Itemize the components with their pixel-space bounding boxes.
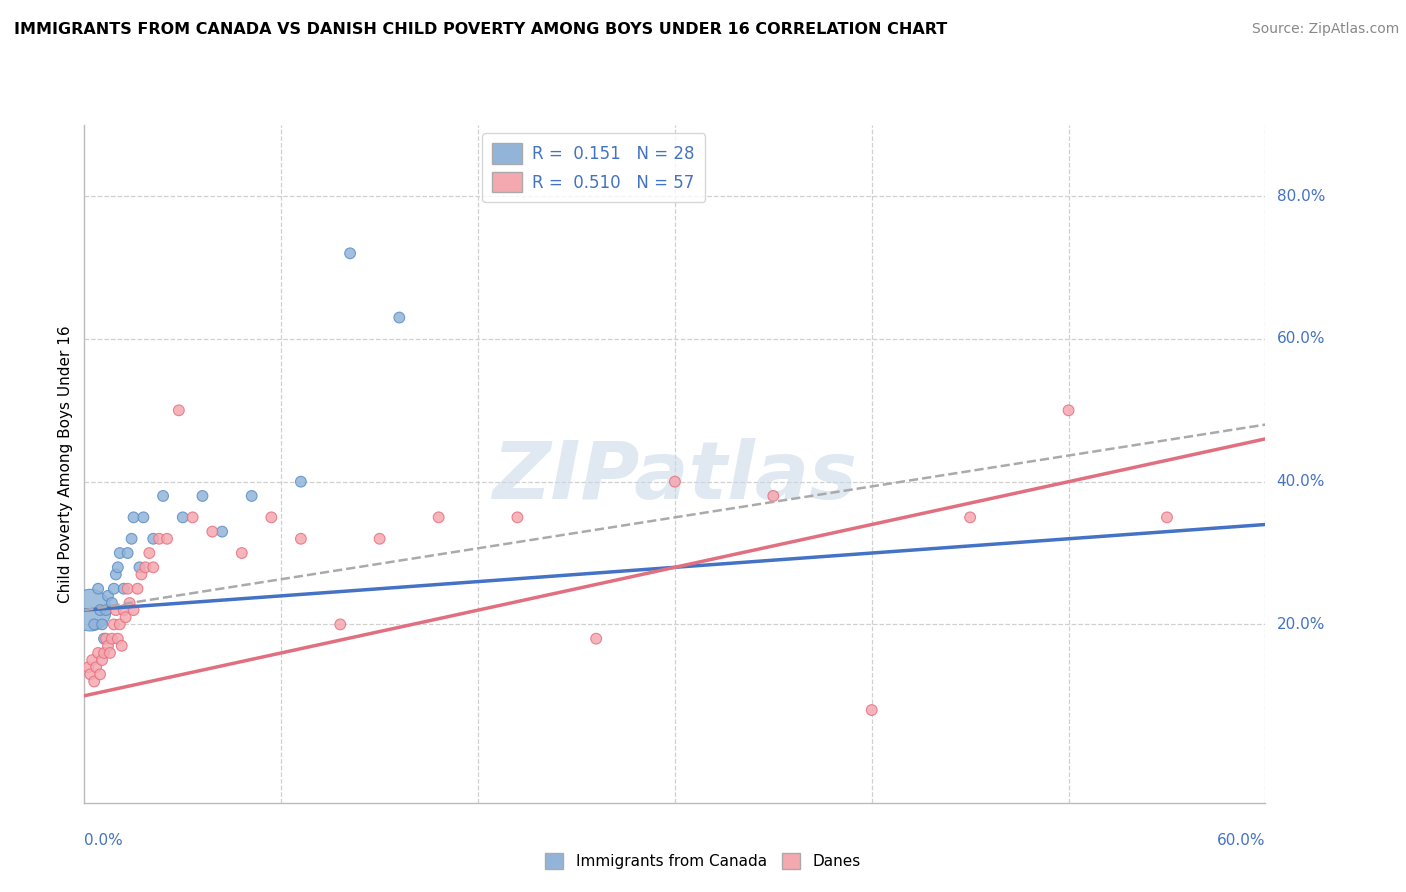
Point — [91, 653, 114, 667]
Point — [172, 510, 194, 524]
Point — [762, 489, 785, 503]
Point — [860, 703, 883, 717]
Point — [191, 489, 214, 503]
Text: 80.0%: 80.0% — [1277, 189, 1324, 203]
Text: 40.0%: 40.0% — [1277, 475, 1324, 489]
Point — [121, 532, 143, 546]
Point — [103, 582, 125, 596]
Point — [1057, 403, 1080, 417]
Point — [94, 632, 117, 646]
Point — [211, 524, 233, 539]
Point — [98, 646, 121, 660]
Point — [142, 560, 165, 574]
Point — [260, 510, 283, 524]
Point — [101, 632, 124, 646]
Point — [107, 632, 129, 646]
Point — [152, 489, 174, 503]
Point — [89, 667, 111, 681]
Point — [664, 475, 686, 489]
Point — [114, 610, 136, 624]
Point — [1156, 510, 1178, 524]
Point — [127, 582, 149, 596]
Point — [83, 674, 105, 689]
Point — [148, 532, 170, 546]
Point — [128, 560, 150, 574]
Point — [101, 596, 124, 610]
Text: 60.0%: 60.0% — [1277, 332, 1324, 346]
Point — [134, 560, 156, 574]
Point — [82, 653, 104, 667]
Point — [339, 246, 361, 260]
Point — [112, 582, 135, 596]
Text: IMMIGRANTS FROM CANADA VS DANISH CHILD POVERTY AMONG BOYS UNDER 16 CORRELATION C: IMMIGRANTS FROM CANADA VS DANISH CHILD P… — [14, 22, 948, 37]
Point — [156, 532, 179, 546]
Point — [112, 603, 135, 617]
Point — [959, 510, 981, 524]
Text: 20.0%: 20.0% — [1277, 617, 1324, 632]
Point — [108, 546, 131, 560]
Point — [107, 560, 129, 574]
Point — [132, 510, 155, 524]
Point — [118, 596, 141, 610]
Point — [87, 582, 110, 596]
Point — [585, 632, 607, 646]
Point — [117, 582, 139, 596]
Point — [181, 510, 204, 524]
Point — [89, 603, 111, 617]
Point — [97, 589, 120, 603]
Point — [138, 546, 160, 560]
Legend: R =  0.151   N = 28, R =  0.510   N = 57: R = 0.151 N = 28, R = 0.510 N = 57 — [482, 133, 704, 202]
Text: 60.0%: 60.0% — [1218, 833, 1265, 848]
Point — [201, 524, 224, 539]
Point — [79, 603, 101, 617]
Point — [142, 532, 165, 546]
Point — [427, 510, 450, 524]
Point — [87, 646, 110, 660]
Point — [290, 475, 312, 489]
Point — [329, 617, 352, 632]
Legend: Immigrants from Canada, Danes: Immigrants from Canada, Danes — [538, 847, 868, 875]
Y-axis label: Child Poverty Among Boys Under 16: Child Poverty Among Boys Under 16 — [58, 325, 73, 603]
Point — [91, 617, 114, 632]
Text: 0.0%: 0.0% — [84, 833, 124, 848]
Point — [83, 617, 105, 632]
Point — [77, 660, 100, 674]
Point — [167, 403, 190, 417]
Point — [122, 510, 145, 524]
Point — [231, 546, 253, 560]
Point — [388, 310, 411, 325]
Point — [84, 660, 107, 674]
Point — [103, 617, 125, 632]
Point — [104, 603, 127, 617]
Point — [290, 532, 312, 546]
Point — [79, 667, 101, 681]
Point — [117, 546, 139, 560]
Point — [131, 567, 153, 582]
Point — [240, 489, 263, 503]
Point — [506, 510, 529, 524]
Point — [93, 646, 115, 660]
Point — [93, 632, 115, 646]
Point — [104, 567, 127, 582]
Text: ZIPatlas: ZIPatlas — [492, 438, 858, 516]
Text: Source: ZipAtlas.com: Source: ZipAtlas.com — [1251, 22, 1399, 37]
Point — [94, 603, 117, 617]
Point — [97, 639, 120, 653]
Point — [108, 617, 131, 632]
Point — [122, 603, 145, 617]
Point — [111, 639, 134, 653]
Point — [368, 532, 391, 546]
